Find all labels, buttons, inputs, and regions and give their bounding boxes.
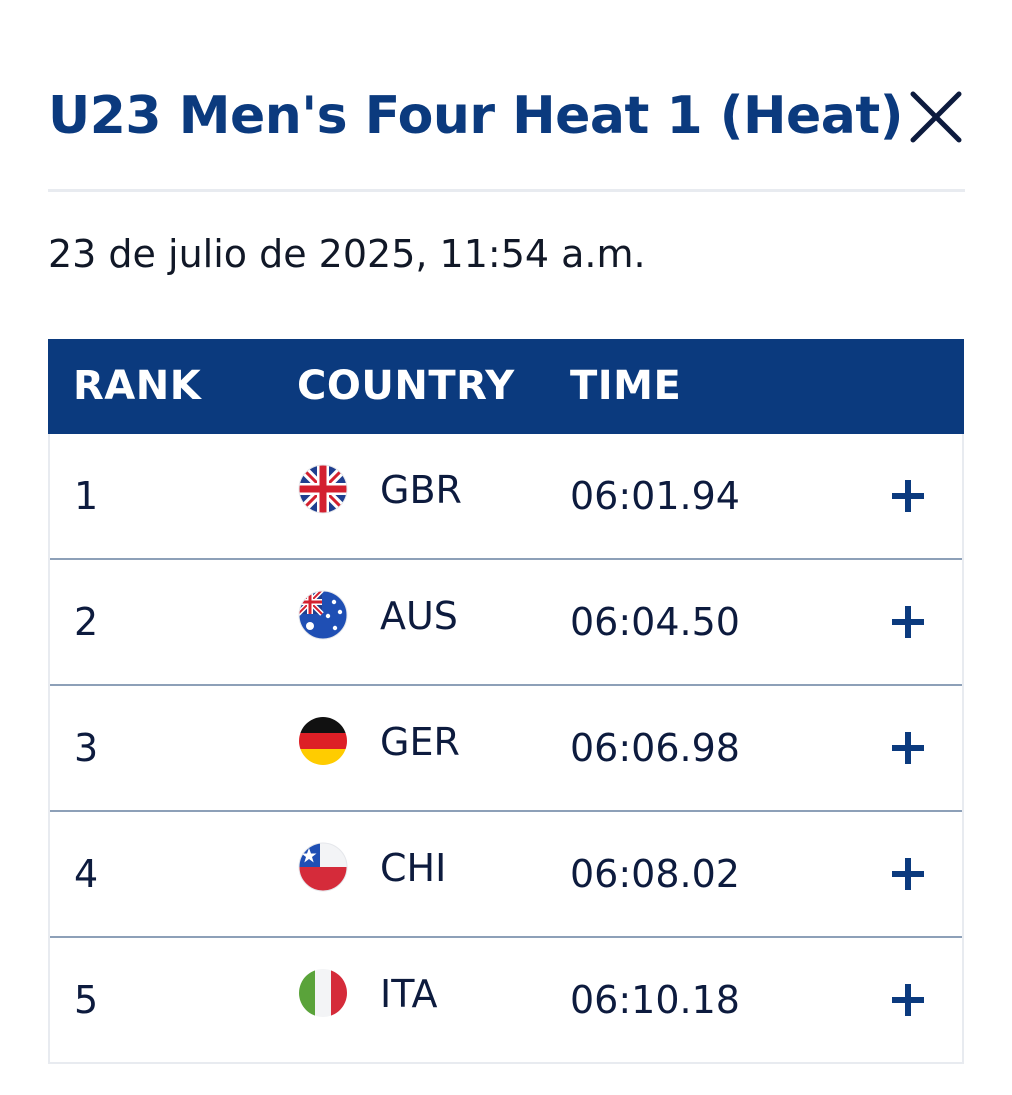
table-header: RANK COUNTRY TIME <box>48 339 964 434</box>
flag-gbr-icon <box>298 464 348 514</box>
flag-chi-icon <box>298 842 348 892</box>
header-time: TIME <box>570 363 682 409</box>
expand-button[interactable] <box>890 982 926 1018</box>
country-code: CHI <box>380 846 447 890</box>
rank-cell: 2 <box>74 600 99 644</box>
page-title: U23 Men's Four Heat 1 (Heat) <box>48 86 904 146</box>
dialog-header: U23 Men's Four Heat 1 (Heat) <box>48 78 965 158</box>
flag-ger-icon <box>298 716 348 766</box>
time-cell: 06:01.94 <box>570 474 740 518</box>
country-code: ITA <box>380 972 438 1016</box>
expand-button[interactable] <box>890 478 926 514</box>
table-row[interactable]: 2 <box>50 560 962 686</box>
expand-button[interactable] <box>890 856 926 892</box>
close-icon <box>910 91 962 143</box>
rank-cell: 3 <box>74 726 99 770</box>
flag-aus-icon <box>298 590 348 640</box>
results-table: RANK COUNTRY TIME 1 <box>48 339 964 1064</box>
time-cell: 06:04.50 <box>570 600 740 644</box>
rank-cell: 4 <box>74 852 99 896</box>
country-code: GER <box>380 720 460 764</box>
country-code: GBR <box>380 468 462 512</box>
time-cell: 06:06.98 <box>570 726 740 770</box>
table-row[interactable]: 4 CHI 06:08.02 <box>50 812 962 938</box>
expand-button[interactable] <box>890 730 926 766</box>
plus-icon <box>892 984 924 1016</box>
plus-icon <box>892 732 924 764</box>
plus-icon <box>892 858 924 890</box>
time-cell: 06:10.18 <box>570 978 740 1022</box>
plus-icon <box>892 606 924 638</box>
table-row[interactable]: 1 GBR 06:01.94 <box>50 434 962 560</box>
country-code: AUS <box>380 594 458 638</box>
header-country: COUNTRY <box>297 363 515 409</box>
header-divider <box>48 189 965 192</box>
table-row[interactable]: 5 ITA 06:10.18 <box>50 938 962 1062</box>
flag-ita-icon <box>298 968 348 1018</box>
time-cell: 06:08.02 <box>570 852 740 896</box>
table-row[interactable]: 3 GER 06:06.98 <box>50 686 962 812</box>
close-button[interactable] <box>907 88 965 146</box>
rank-cell: 1 <box>74 474 99 518</box>
header-rank: RANK <box>73 363 202 409</box>
expand-button[interactable] <box>890 604 926 640</box>
plus-icon <box>892 480 924 512</box>
race-date: 23 de julio de 2025, 11:54 a.m. <box>48 232 646 276</box>
rank-cell: 5 <box>74 978 99 1022</box>
